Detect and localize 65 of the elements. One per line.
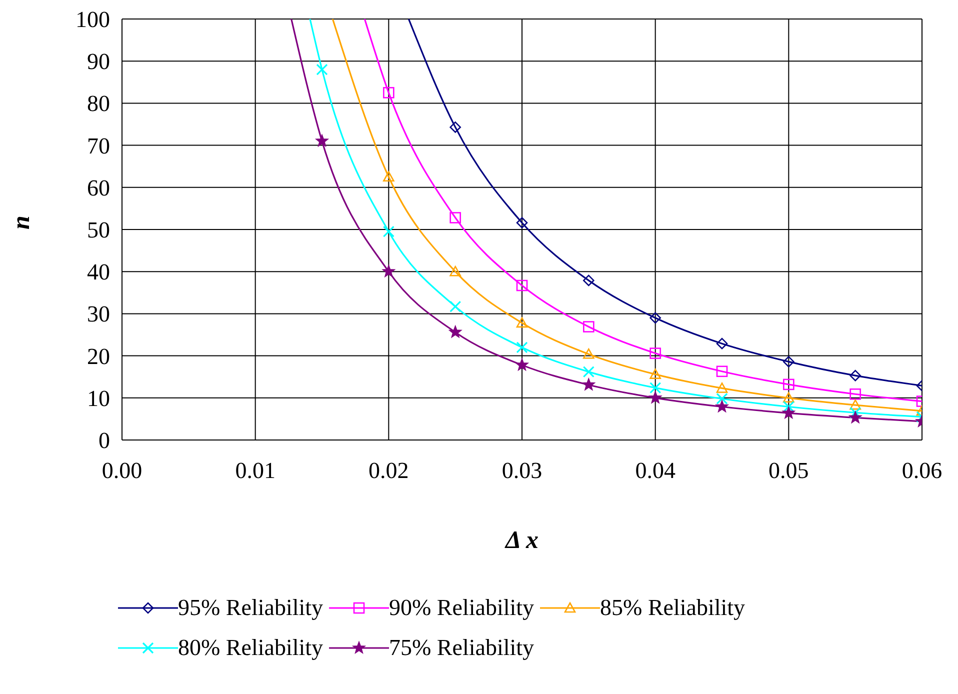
- y-tick-label: 40: [87, 260, 110, 285]
- point: [650, 382, 662, 394]
- point: [716, 338, 728, 350]
- point: [850, 388, 861, 400]
- point: [849, 411, 862, 424]
- point: [450, 266, 461, 276]
- y-tick-label: 70: [87, 133, 110, 158]
- y-tick-label: 90: [87, 49, 110, 74]
- point: [316, 64, 328, 76]
- point: [583, 348, 594, 359]
- point: [716, 400, 728, 412]
- y-tick-label: 50: [87, 218, 110, 242]
- x-tick-label: 0.05: [768, 458, 809, 483]
- point: [650, 348, 661, 359]
- legend-label: 80% Reliability: [178, 635, 324, 661]
- y-tick-label: 80: [87, 91, 110, 116]
- x-tick-label: 0.02: [368, 458, 409, 483]
- y-tick-label: 0: [98, 428, 110, 453]
- point: [850, 406, 862, 418]
- point: [516, 280, 528, 292]
- point: [450, 122, 461, 133]
- point: [716, 382, 728, 393]
- point: [382, 226, 394, 238]
- point: [649, 391, 662, 404]
- point: [516, 358, 528, 370]
- legend-label: 75% Reliability: [389, 635, 534, 661]
- point: [382, 265, 395, 277]
- point: [716, 392, 728, 405]
- point: [783, 356, 794, 368]
- x-tick-label: 0.03: [502, 458, 542, 483]
- legend-label: 90% Reliability: [389, 595, 534, 621]
- point: [316, 134, 328, 146]
- point: [516, 317, 528, 328]
- x-tick-label: 0.00: [102, 458, 142, 483]
- y-tick-label: 60: [87, 175, 110, 200]
- point: [450, 212, 461, 224]
- point: [583, 321, 594, 332]
- point: [450, 300, 462, 312]
- point: [782, 406, 795, 418]
- point: [516, 217, 528, 228]
- point: [850, 370, 861, 382]
- point: [582, 378, 595, 390]
- x-tick-label: 0.04: [635, 458, 676, 483]
- y-tick-label: 30: [87, 302, 110, 327]
- y-tick-label: 100: [76, 7, 110, 32]
- y-tick-label: 10: [87, 386, 110, 411]
- legend-label: 95% Reliability: [178, 595, 324, 621]
- point: [650, 312, 661, 324]
- point: [783, 378, 794, 390]
- point: [516, 342, 528, 354]
- point: [716, 366, 728, 378]
- x-tick-label: 0.06: [902, 458, 942, 483]
- point: [783, 392, 794, 403]
- y-tick-label: 20: [87, 344, 110, 369]
- point: [850, 399, 861, 410]
- point: [582, 366, 594, 378]
- x-tick-label: 0.01: [235, 458, 276, 483]
- point: [449, 326, 462, 338]
- point: [583, 274, 594, 286]
- point: [383, 87, 394, 98]
- point: [650, 368, 661, 379]
- point: [383, 171, 394, 182]
- x-axis-title: Δ x: [504, 526, 539, 554]
- y-axis-title: n: [8, 216, 35, 230]
- legend-label: 85% Reliability: [600, 595, 746, 621]
